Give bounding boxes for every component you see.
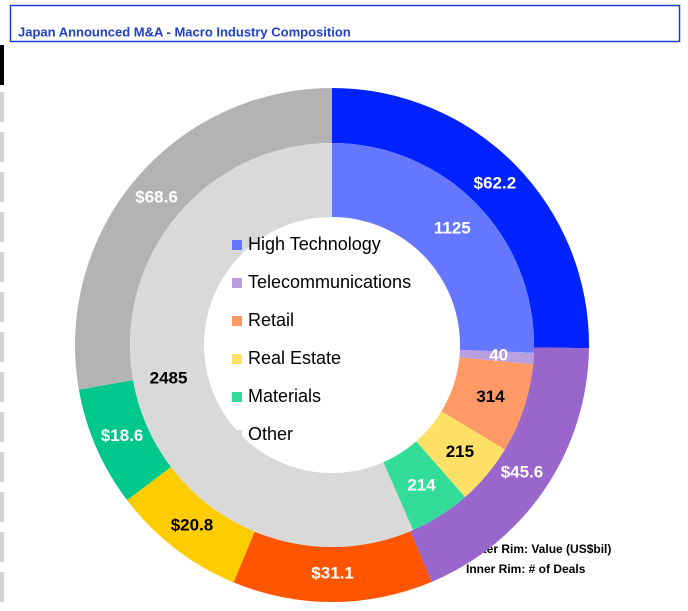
legend-swatch [232, 278, 242, 288]
donut-slice [383, 441, 465, 531]
annotation: Inner Rim: # of Deals [466, 562, 586, 576]
data-label: 40 [489, 346, 508, 365]
donut-slice [410, 347, 589, 582]
legend-swatch [232, 430, 242, 440]
legend-swatch [232, 240, 242, 250]
data-label: 214 [407, 475, 436, 494]
donut-slice [416, 411, 505, 498]
legend-label: Real Estate [248, 348, 341, 368]
donut-slice [441, 357, 534, 450]
legend-swatch [232, 354, 242, 364]
donut-slice [129, 143, 414, 547]
data-label: 2485 [150, 369, 188, 388]
chart-title: Japan Announced M&A - Macro Industry Com… [18, 24, 351, 39]
legend-label: Materials [248, 386, 321, 406]
data-label: $20.8 [171, 516, 214, 535]
donut-slice [332, 88, 589, 349]
donut-slice [459, 349, 534, 365]
title-box [9, 4, 681, 43]
side-decoration [0, 92, 4, 602]
donut-slice [332, 143, 534, 353]
legend-label: High Technology [248, 234, 381, 254]
data-label: 314 [476, 387, 505, 406]
donut-slice [78, 380, 171, 501]
data-label: $18.6 [101, 426, 144, 445]
legend-label: Telecommunications [248, 272, 411, 292]
donut-slice [127, 466, 255, 583]
legend-swatch [232, 316, 242, 326]
donut-slice [233, 531, 432, 602]
data-label: 1125 [434, 219, 471, 238]
legend-swatch [232, 392, 242, 402]
legend-label: Retail [248, 310, 294, 330]
annotation: Outer Rim: Value (US$bil) [466, 542, 611, 556]
data-label: $62.2 [474, 174, 517, 193]
donut-slice [75, 88, 332, 390]
side-strip [0, 45, 4, 85]
data-label: $68.6 [135, 187, 178, 206]
legend-label: Other [248, 424, 293, 444]
data-label: $45.6 [501, 462, 544, 481]
data-label: 215 [446, 442, 474, 461]
data-label: $31.1 [311, 563, 354, 582]
